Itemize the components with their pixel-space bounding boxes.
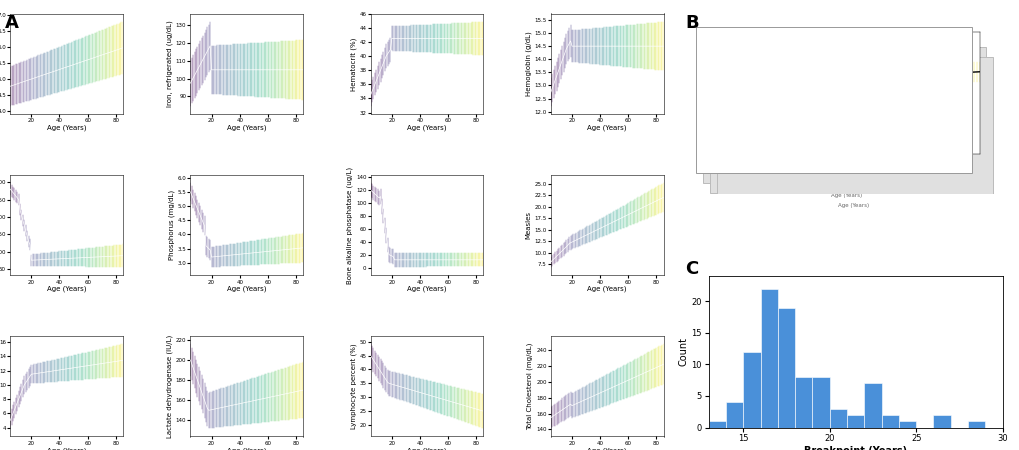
Text: Age (Years): Age (Years) bbox=[823, 183, 854, 188]
Y-axis label: Phosphorus (mg/dL): Phosphorus (mg/dL) bbox=[168, 190, 174, 260]
Y-axis label: Measles: Measles bbox=[525, 211, 531, 239]
Y-axis label: Hemoglobin (g/dL): Hemoglobin (g/dL) bbox=[525, 32, 531, 96]
X-axis label: Age (Years): Age (Years) bbox=[227, 125, 266, 131]
Y-axis label: Lactate dehydrogenase (IU/L): Lactate dehydrogenase (IU/L) bbox=[166, 334, 173, 438]
Bar bbox=[828, 409, 846, 428]
Bar bbox=[1002, 421, 1019, 428]
Text: Age (Years): Age (Years) bbox=[837, 203, 868, 208]
X-axis label: Age (Years): Age (Years) bbox=[587, 125, 627, 131]
Bar bbox=[932, 415, 950, 428]
X-axis label: Age (Years): Age (Years) bbox=[587, 447, 627, 450]
X-axis label: Age (Years): Age (Years) bbox=[587, 286, 627, 292]
X-axis label: Age (Years): Age (Years) bbox=[407, 286, 446, 292]
Y-axis label: Hematocrit (%): Hematocrit (%) bbox=[350, 37, 357, 90]
Y-axis label: Bone alkaline phosphatase (ug/L): Bone alkaline phosphatase (ug/L) bbox=[346, 166, 353, 284]
Text: Age (Years): Age (Years) bbox=[829, 193, 861, 198]
Text: B: B bbox=[685, 14, 698, 32]
Bar bbox=[708, 421, 726, 428]
FancyBboxPatch shape bbox=[709, 47, 985, 193]
Bar bbox=[743, 352, 760, 428]
X-axis label: Age (Years): Age (Years) bbox=[407, 125, 446, 131]
X-axis label: Breakpoint (Years): Breakpoint (Years) bbox=[803, 446, 906, 450]
Bar bbox=[967, 421, 984, 428]
Y-axis label: Iron, refrigerated (ug/dL): Iron, refrigerated (ug/dL) bbox=[166, 21, 173, 107]
Y-axis label: Lymphocyte percent (%): Lymphocyte percent (%) bbox=[350, 343, 357, 429]
FancyBboxPatch shape bbox=[695, 27, 971, 173]
Bar bbox=[880, 415, 898, 428]
Text: C: C bbox=[685, 260, 698, 278]
Bar bbox=[726, 402, 743, 428]
Y-axis label: Count: Count bbox=[678, 338, 688, 366]
Bar bbox=[898, 421, 915, 428]
Bar bbox=[846, 415, 863, 428]
X-axis label: Age (Years): Age (Years) bbox=[227, 286, 266, 292]
FancyBboxPatch shape bbox=[716, 57, 991, 203]
X-axis label: Age (Years): Age (Years) bbox=[227, 447, 266, 450]
X-axis label: Age (Years): Age (Years) bbox=[47, 125, 87, 131]
X-axis label: Age (Years): Age (Years) bbox=[407, 447, 446, 450]
Bar bbox=[863, 383, 880, 427]
X-axis label: Age (Years): Age (Years) bbox=[47, 447, 87, 450]
X-axis label: Age (Years): Age (Years) bbox=[47, 286, 87, 292]
Bar bbox=[795, 377, 811, 427]
Bar bbox=[811, 377, 828, 427]
Bar bbox=[777, 308, 795, 428]
Bar bbox=[760, 289, 777, 428]
Y-axis label: Total Cholesterol (mg/dL): Total Cholesterol (mg/dL) bbox=[527, 342, 533, 430]
Text: A: A bbox=[5, 14, 19, 32]
FancyBboxPatch shape bbox=[702, 37, 978, 183]
